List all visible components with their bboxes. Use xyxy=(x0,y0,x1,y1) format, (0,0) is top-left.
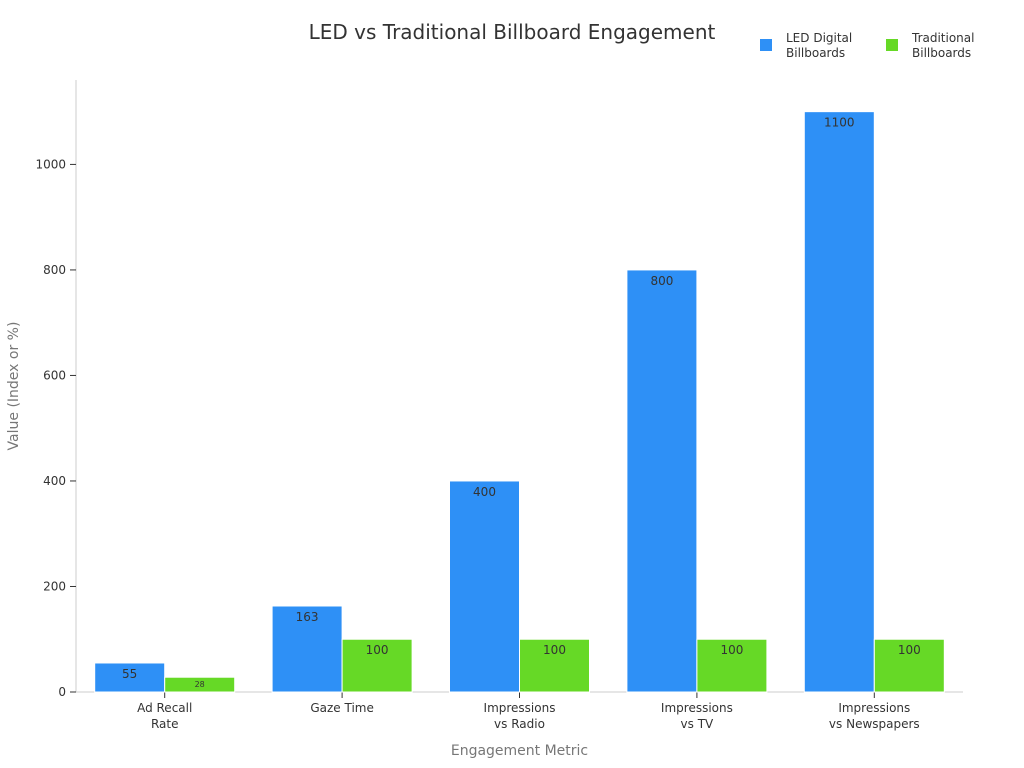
y-tick-label: 200 xyxy=(43,579,66,593)
legend-swatch-traditional xyxy=(886,39,898,51)
x-tick-label: Ad Recall xyxy=(137,701,192,715)
legend-label-led-line1: LED Digital xyxy=(786,31,853,45)
bar-led xyxy=(626,269,698,693)
legend-label-traditional-line1: Traditional xyxy=(912,31,975,45)
bar-led xyxy=(94,662,166,693)
legend-swatch-led xyxy=(760,39,772,51)
data-label-traditional: 28 xyxy=(195,680,205,689)
x-tick-label: Impressions xyxy=(838,701,910,715)
legend-item-traditional: Traditional Billboards xyxy=(886,31,992,61)
bar-traditional xyxy=(519,638,590,693)
y-tick-label: 400 xyxy=(43,474,66,488)
bar-led xyxy=(803,111,875,693)
data-label-led: 1100 xyxy=(824,116,855,130)
x-tick-label: Rate xyxy=(151,717,179,731)
legend-label-led-line2: Billboards xyxy=(786,46,846,60)
bar-led xyxy=(449,480,520,693)
legend-label-traditional: Traditional Billboards xyxy=(912,31,992,61)
x-tick-label: vs Radio xyxy=(494,717,545,731)
data-label-led: 800 xyxy=(650,274,673,288)
data-label-traditional: 100 xyxy=(720,643,743,657)
y-tick-label: 800 xyxy=(43,263,66,277)
x-axis-title: Engagement Metric xyxy=(451,743,588,759)
data-label-led: 400 xyxy=(473,485,496,499)
data-label-led: 163 xyxy=(296,610,319,624)
bar-traditional xyxy=(341,638,413,693)
x-tick-label: Impressions xyxy=(661,701,733,715)
legend-item-led: LED Digital Billboards xyxy=(760,31,866,61)
legend-label-traditional-line2: Billboards xyxy=(912,46,972,60)
bar-led xyxy=(271,605,343,693)
y-tick-label: 600 xyxy=(43,368,66,382)
data-label-traditional: 100 xyxy=(543,643,566,657)
x-tick-label: Gaze Time xyxy=(310,701,374,715)
chart-title: LED vs Traditional Billboard Engagement xyxy=(308,20,716,44)
x-tick-label: vs TV xyxy=(681,717,714,731)
y-tick-label: 1000 xyxy=(35,157,66,171)
legend: LED Digital Billboards Traditional Billb… xyxy=(760,31,992,61)
data-label-traditional: 100 xyxy=(366,643,389,657)
x-tick-label: Impressions xyxy=(484,701,556,715)
bar-traditional xyxy=(696,638,768,693)
bar-traditional xyxy=(873,638,945,693)
x-tick-label: vs Newspapers xyxy=(829,717,920,731)
y-tick-label: 0 xyxy=(58,685,66,699)
legend-label-led: LED Digital Billboards xyxy=(786,31,866,61)
data-label-traditional: 100 xyxy=(898,643,921,657)
data-label-led: 55 xyxy=(122,667,137,681)
bar-traditional xyxy=(164,676,236,693)
y-axis-title: Value (Index or %) xyxy=(6,322,22,451)
